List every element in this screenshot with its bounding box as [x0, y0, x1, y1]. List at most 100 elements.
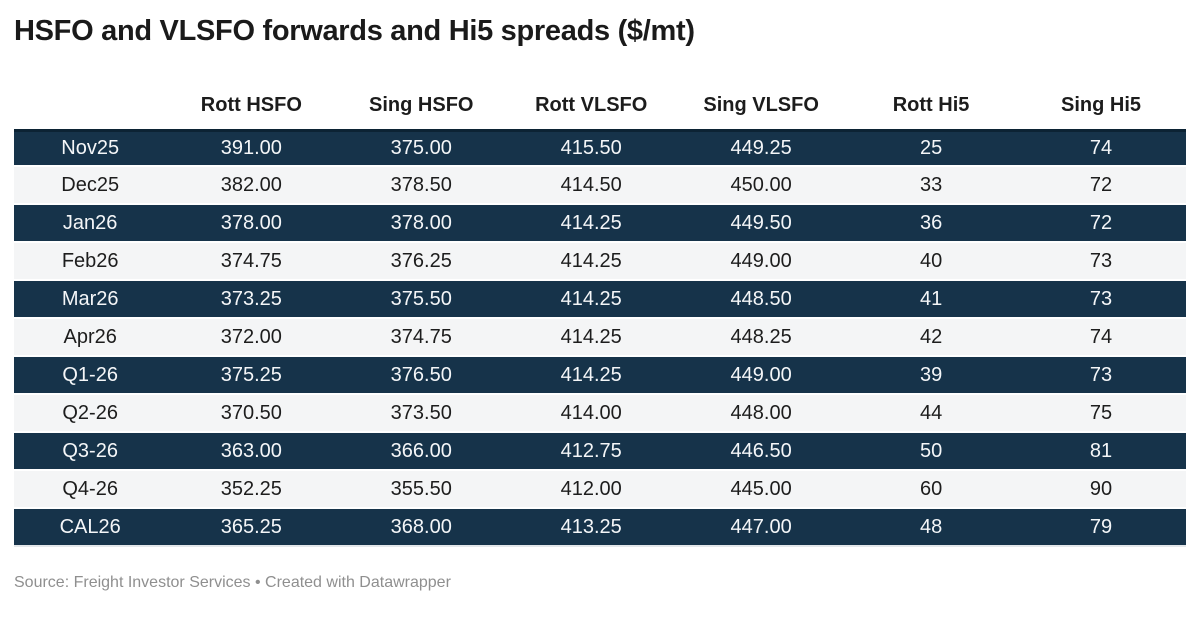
table-row: Nov25 391.00 375.00 415.50 449.25 25 74: [14, 129, 1186, 167]
cell-rott-hsfo: 373.25: [166, 281, 337, 319]
table-row: Dec25 382.00 378.50 414.50 450.00 33 72: [14, 167, 1186, 205]
cell-sing-hi5: 72: [1016, 167, 1186, 205]
header-row: Rott HSFO Sing HSFO Rott VLSFO Sing VLSF…: [14, 50, 1186, 129]
cell-rott-hsfo: 372.00: [166, 319, 337, 357]
cell-sing-hsfo: 378.00: [336, 205, 507, 243]
cell-rott-vlsfo: 414.00: [506, 395, 677, 433]
cell-sing-vlsfo: 447.00: [676, 509, 847, 547]
row-label: Jan26: [14, 205, 167, 243]
cell-rott-hsfo: 374.75: [166, 243, 337, 281]
cell-rott-hi5: 60: [846, 471, 1017, 509]
column-header-period: [14, 50, 167, 129]
cell-rott-hsfo: 363.00: [166, 433, 337, 471]
cell-sing-vlsfo: 448.00: [676, 395, 847, 433]
cell-rott-vlsfo: 413.25: [506, 509, 677, 547]
column-header-sing-vlsfo: Sing VLSFO: [676, 50, 847, 129]
table-row: Q4-26 352.25 355.50 412.00 445.00 60 90: [14, 471, 1186, 509]
cell-sing-hsfo: 366.00: [336, 433, 507, 471]
table-row: Q1-26 375.25 376.50 414.25 449.00 39 73: [14, 357, 1186, 395]
table-row: Feb26 374.75 376.25 414.25 449.00 40 73: [14, 243, 1186, 281]
cell-sing-hsfo: 376.25: [336, 243, 507, 281]
forwards-table: Rott HSFO Sing HSFO Rott VLSFO Sing VLSF…: [14, 50, 1186, 547]
cell-rott-hi5: 25: [846, 129, 1017, 167]
table-row: Apr26 372.00 374.75 414.25 448.25 42 74: [14, 319, 1186, 357]
cell-rott-hsfo: 352.25: [166, 471, 337, 509]
row-label: Apr26: [14, 319, 167, 357]
cell-sing-hi5: 90: [1016, 471, 1186, 509]
cell-sing-hsfo: 375.00: [336, 129, 507, 167]
cell-sing-hi5: 74: [1016, 319, 1186, 357]
cell-rott-hi5: 40: [846, 243, 1017, 281]
cell-sing-vlsfo: 449.25: [676, 129, 847, 167]
row-label: CAL26: [14, 509, 167, 547]
cell-rott-hsfo: 378.00: [166, 205, 337, 243]
column-header-sing-hsfo: Sing HSFO: [336, 50, 507, 129]
row-label: Mar26: [14, 281, 167, 319]
table-row: Mar26 373.25 375.50 414.25 448.50 41 73: [14, 281, 1186, 319]
cell-rott-hi5: 41: [846, 281, 1017, 319]
cell-sing-hi5: 73: [1016, 357, 1186, 395]
row-label: Feb26: [14, 243, 167, 281]
cell-sing-vlsfo: 445.00: [676, 471, 847, 509]
cell-rott-hsfo: 370.50: [166, 395, 337, 433]
table-row: Q2-26 370.50 373.50 414.00 448.00 44 75: [14, 395, 1186, 433]
cell-sing-vlsfo: 446.50: [676, 433, 847, 471]
row-label: Dec25: [14, 167, 167, 205]
cell-rott-vlsfo: 414.25: [506, 205, 677, 243]
table-header: Rott HSFO Sing HSFO Rott VLSFO Sing VLSF…: [14, 50, 1186, 129]
cell-rott-vlsfo: 412.75: [506, 433, 677, 471]
column-header-sing-hi5: Sing Hi5: [1016, 50, 1186, 129]
page-title: HSFO and VLSFO forwards and Hi5 spreads …: [14, 15, 695, 47]
cell-rott-hsfo: 365.25: [166, 509, 337, 547]
table-row: CAL26 365.25 368.00 413.25 447.00 48 79: [14, 509, 1186, 547]
cell-rott-hsfo: 375.25: [166, 357, 337, 395]
table-body: Nov25 391.00 375.00 415.50 449.25 25 74 …: [14, 129, 1186, 547]
cell-sing-vlsfo: 449.00: [676, 357, 847, 395]
row-label: Q2-26: [14, 395, 167, 433]
cell-sing-hsfo: 378.50: [336, 167, 507, 205]
cell-sing-hi5: 79: [1016, 509, 1186, 547]
table-row: Q3-26 363.00 366.00 412.75 446.50 50 81: [14, 433, 1186, 471]
cell-rott-hsfo: 391.00: [166, 129, 337, 167]
cell-rott-hi5: 44: [846, 395, 1017, 433]
cell-sing-hi5: 75: [1016, 395, 1186, 433]
cell-sing-hsfo: 368.00: [336, 509, 507, 547]
source-attribution: Source: Freight Investor Services • Crea…: [14, 574, 451, 591]
table-row: Jan26 378.00 378.00 414.25 449.50 36 72: [14, 205, 1186, 243]
cell-rott-hi5: 50: [846, 433, 1017, 471]
cell-sing-hsfo: 376.50: [336, 357, 507, 395]
cell-rott-hi5: 39: [846, 357, 1017, 395]
cell-sing-hi5: 74: [1016, 129, 1186, 167]
cell-sing-hi5: 72: [1016, 205, 1186, 243]
cell-rott-vlsfo: 414.25: [506, 281, 677, 319]
cell-rott-vlsfo: 415.50: [506, 129, 677, 167]
cell-sing-vlsfo: 448.50: [676, 281, 847, 319]
cell-rott-vlsfo: 414.25: [506, 357, 677, 395]
column-header-rott-hi5: Rott Hi5: [846, 50, 1017, 129]
cell-sing-hi5: 73: [1016, 281, 1186, 319]
cell-rott-hsfo: 382.00: [166, 167, 337, 205]
cell-sing-hsfo: 355.50: [336, 471, 507, 509]
column-header-rott-vlsfo: Rott VLSFO: [506, 50, 677, 129]
row-label: Q4-26: [14, 471, 167, 509]
cell-rott-vlsfo: 412.00: [506, 471, 677, 509]
column-header-rott-hsfo: Rott HSFO: [166, 50, 337, 129]
cell-sing-vlsfo: 448.25: [676, 319, 847, 357]
cell-sing-hi5: 81: [1016, 433, 1186, 471]
row-label: Nov25: [14, 129, 167, 167]
row-label: Q3-26: [14, 433, 167, 471]
cell-sing-hsfo: 375.50: [336, 281, 507, 319]
row-label: Q1-26: [14, 357, 167, 395]
cell-rott-vlsfo: 414.25: [506, 243, 677, 281]
cell-sing-hi5: 73: [1016, 243, 1186, 281]
cell-sing-vlsfo: 449.00: [676, 243, 847, 281]
cell-rott-hi5: 36: [846, 205, 1017, 243]
cell-sing-hsfo: 373.50: [336, 395, 507, 433]
cell-sing-vlsfo: 449.50: [676, 205, 847, 243]
cell-rott-hi5: 42: [846, 319, 1017, 357]
cell-rott-vlsfo: 414.50: [506, 167, 677, 205]
cell-rott-vlsfo: 414.25: [506, 319, 677, 357]
cell-rott-hi5: 48: [846, 509, 1017, 547]
cell-rott-hi5: 33: [846, 167, 1017, 205]
